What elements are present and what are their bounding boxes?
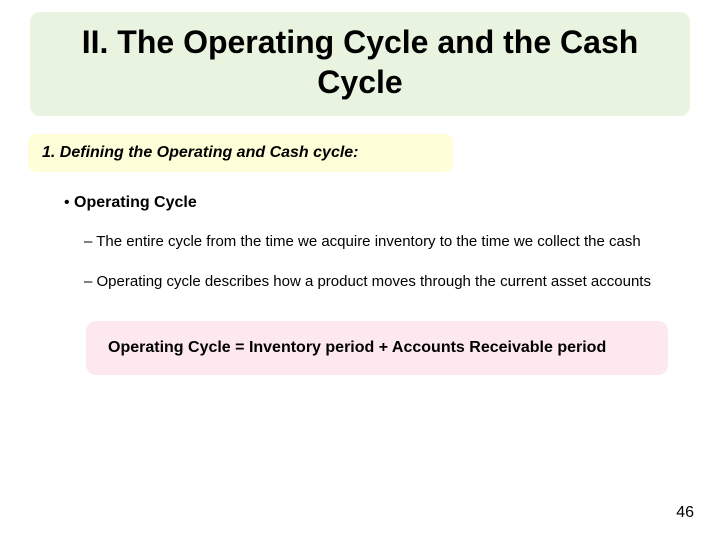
slide-title: II. The Operating Cycle and the Cash Cyc… — [48, 22, 672, 102]
slide: II. The Operating Cycle and the Cash Cyc… — [0, 0, 720, 540]
bullet-level-2: The entire cycle from the time we acquir… — [84, 232, 690, 252]
bullet-level-1: Operating Cycle — [64, 194, 690, 212]
page-number: 46 — [676, 504, 694, 522]
formula-lead: Operating Cycle — [108, 339, 231, 356]
body-area: Operating Cycle The entire cycle from th… — [64, 194, 690, 375]
bullet-level-2-group: The entire cycle from the time we acquir… — [84, 232, 690, 293]
formula-rest: = Inventory period + Accounts Receivable… — [231, 339, 607, 356]
subheading-box: 1. Defining the Operating and Cash cycle… — [28, 134, 453, 172]
subheading: 1. Defining the Operating and Cash cycle… — [42, 144, 439, 162]
formula-text: Operating Cycle = Inventory period + Acc… — [108, 339, 606, 356]
formula-box: Operating Cycle = Inventory period + Acc… — [86, 321, 668, 375]
title-box: II. The Operating Cycle and the Cash Cyc… — [30, 12, 690, 116]
bullet-level-2: Operating cycle describes how a product … — [84, 272, 690, 292]
